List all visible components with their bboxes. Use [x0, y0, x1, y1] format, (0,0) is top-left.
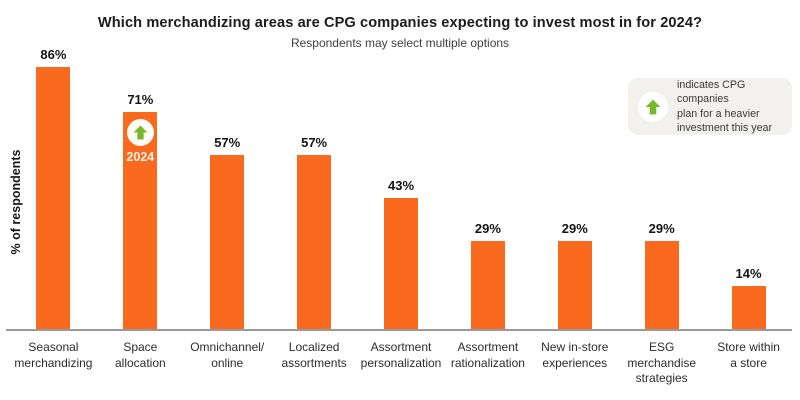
legend-box: indicates CPG companies plan for a heavi… [628, 78, 792, 135]
bars-row: 86% 71% 2024 57% 57% 43% 29% 29% 29% 14% [10, 47, 792, 329]
bar: 2024 [123, 112, 158, 329]
up-arrow-icon [638, 91, 668, 122]
x-tick-label: New in-store experiences [541, 340, 609, 370]
chart-title: Which merchandizing areas are CPG compan… [97, 15, 703, 31]
x-tick-label: Assortment personalization [360, 340, 442, 370]
bar-column: 29% [531, 221, 618, 329]
x-axis-baseline [6, 329, 792, 331]
bar-value-label: 14% [735, 266, 762, 281]
bar [210, 155, 245, 329]
bar [731, 286, 766, 329]
bar-value-label: 29% [561, 221, 588, 236]
x-tick-label: Space allocation [114, 340, 166, 370]
bar-column: 57% [184, 135, 271, 329]
x-tick-label: Localized assortments [281, 340, 347, 370]
bar-value-label: 57% [214, 135, 241, 150]
bar-value-label: 43% [387, 178, 415, 193]
bar [644, 241, 679, 329]
x-tick-label: Seasonal merchandizing [14, 340, 93, 370]
bar [36, 67, 71, 329]
bar [297, 155, 332, 329]
bar-column: 71% 2024 [97, 92, 184, 329]
up-arrow-icon [126, 119, 154, 146]
badge-year-label: 2024 [126, 150, 155, 164]
x-tick-label: Assortment rationalization [450, 340, 525, 370]
legend-text: indicates CPG companies plan for a heavi… [677, 79, 773, 134]
chart-subtitle: Respondents may select multiple options [290, 36, 510, 50]
bar-value-label: 29% [648, 221, 675, 236]
x-tick-label: Omnichannel/ online [190, 340, 265, 370]
x-tick-label: Store within a store [717, 340, 780, 370]
x-labels-row: Seasonal merchandizing Space allocation Om… [10, 340, 792, 387]
bar-value-label: 29% [474, 221, 501, 236]
x-tick-label: ESG merchandise strategies [627, 340, 697, 386]
heavier-investment-badge: 2024 [123, 119, 157, 164]
bar-column: 43% [358, 178, 445, 329]
bar-column: 57% [271, 135, 358, 329]
bar-column: 86% [10, 47, 97, 329]
bar-column: 29% [444, 221, 531, 329]
bar [384, 198, 418, 329]
bar-column: 14% [705, 266, 792, 329]
bar [557, 241, 592, 329]
bar-value-label: 86% [40, 47, 67, 62]
bar-column: 29% [618, 221, 705, 329]
bar-value-label: 71% [127, 92, 154, 107]
bar [470, 241, 505, 329]
bar-value-label: 57% [301, 135, 328, 150]
